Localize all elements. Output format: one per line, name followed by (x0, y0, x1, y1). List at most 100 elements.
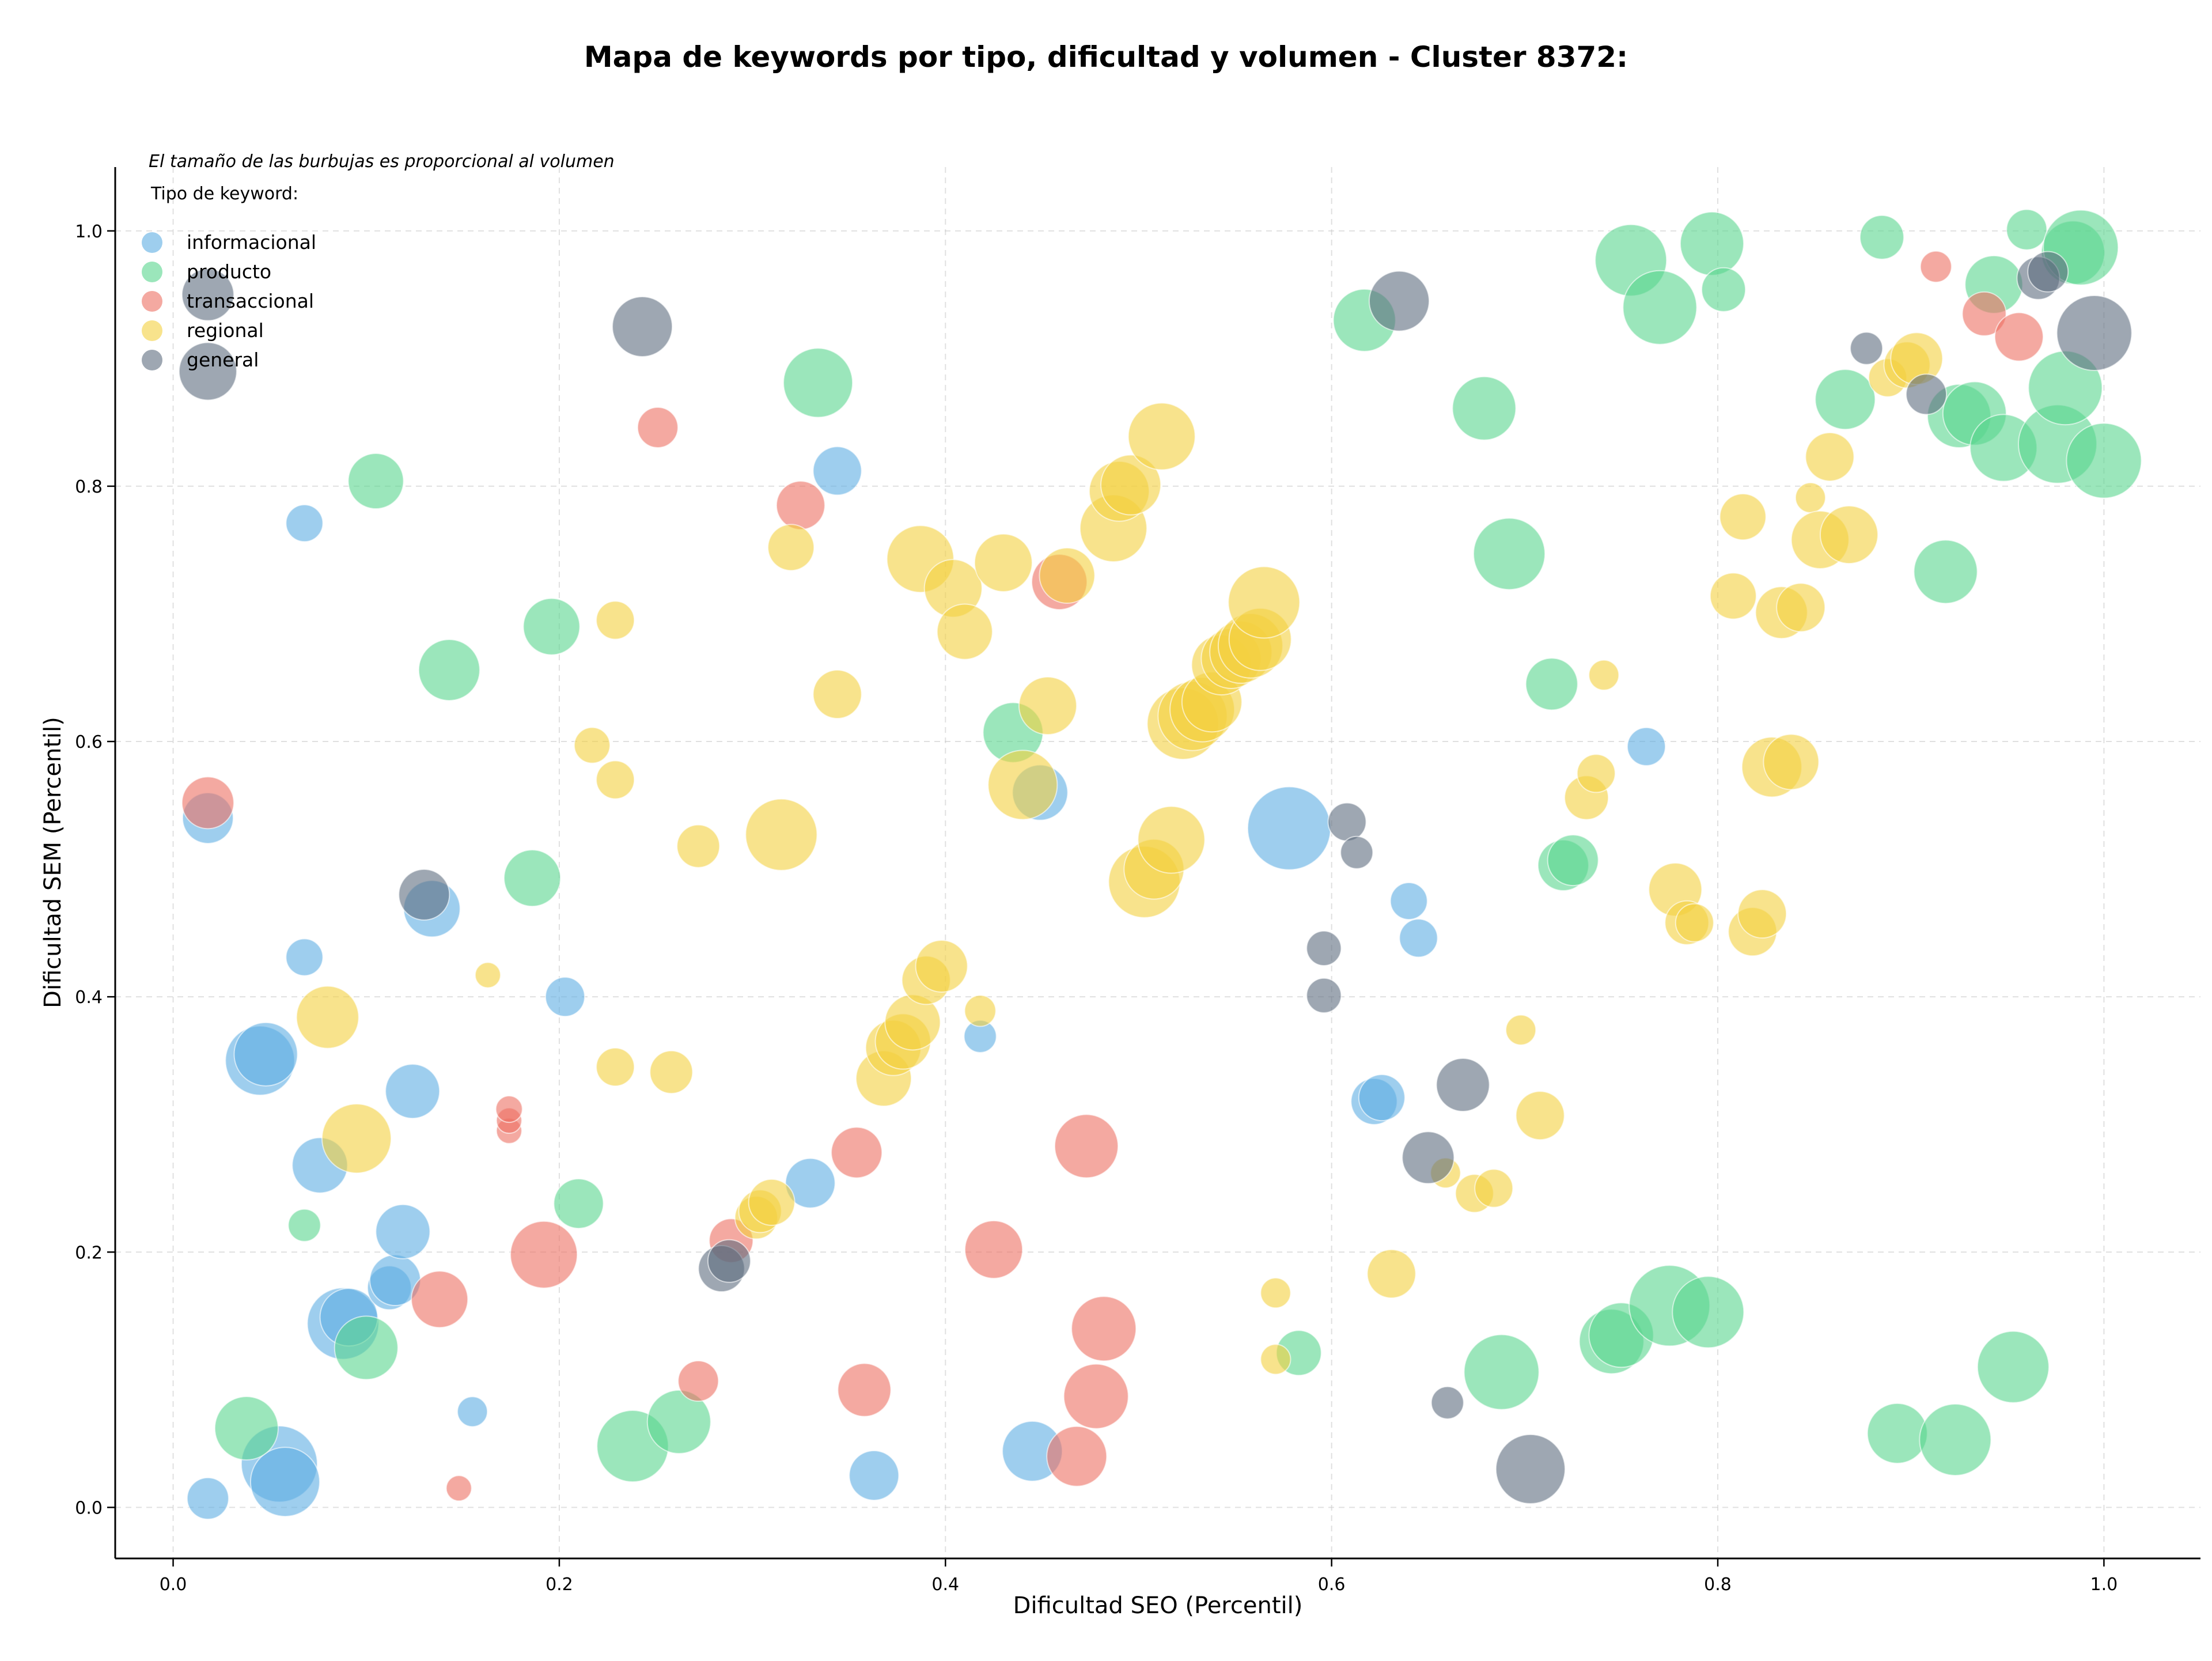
regional-bubble (1737, 889, 1787, 939)
regional-bubble (649, 1050, 694, 1094)
regional-bubble (1474, 1168, 1514, 1208)
legend-label-informacional: informacional (187, 231, 316, 253)
general-bubble (178, 342, 237, 401)
regional-bubble (1039, 547, 1096, 604)
regional-bubble (1137, 805, 1206, 874)
regional-bubble (596, 1047, 635, 1087)
producto-bubble (2066, 422, 2142, 499)
transaccional-bubble (445, 1475, 472, 1502)
transaccional-bubble (1063, 1363, 1129, 1429)
regional-bubble (296, 985, 359, 1049)
general-bubble (1430, 1386, 1464, 1420)
legend-label-transaccional: transaccional (187, 290, 314, 312)
transaccional-bubble (1994, 312, 2044, 362)
y-tick-label: 0.2 (75, 1243, 103, 1263)
general-bubble (398, 868, 450, 921)
x-tick-label: 0.2 (546, 1575, 573, 1595)
regional-bubble (1709, 572, 1757, 620)
producto-bubble (1913, 539, 1978, 604)
regional-bubble (1228, 566, 1301, 639)
transaccional-bubble (181, 776, 234, 830)
legend-title: Tipo de keyword: (150, 184, 298, 204)
regional-bubble (1018, 676, 1077, 735)
informacional-bubble (285, 504, 324, 543)
informacional-bubble (785, 1157, 836, 1209)
regional-bubble (1260, 1277, 1291, 1309)
axis-ticks: 0.0 0.2 0.4 0.6 0.8 1.0 0.0 0.2 0.4 0.6 0.8 1.0 (75, 222, 2118, 1595)
producto-bubble (418, 638, 480, 701)
transaccional-bubble (964, 1220, 1024, 1279)
regional-bubble (1675, 903, 1714, 943)
producto-bubble (1622, 270, 1698, 345)
general-bubble (1306, 977, 1342, 1013)
regional-bubble (1794, 482, 1826, 513)
informacional-bubble (1399, 918, 1438, 958)
regional-bubble (1819, 505, 1878, 565)
producto-bubble (1866, 1402, 1928, 1464)
y-axis-label: Dificultad SEM (Percentil) (40, 717, 66, 1008)
transaccional-bubble (1046, 1425, 1108, 1487)
producto-bubble (287, 1208, 321, 1242)
series-producto (214, 209, 2142, 1483)
regional-bubble (936, 603, 993, 660)
regional-bubble (987, 750, 1058, 820)
regional-bubble (974, 533, 1033, 592)
producto-bubble (1452, 376, 1517, 441)
transaccional-bubble (837, 1363, 892, 1417)
transaccional-bubble (1071, 1296, 1137, 1362)
general-bubble (2027, 251, 2069, 293)
legend-marker-transaccional (142, 291, 162, 312)
y-tick-label: 0.0 (75, 1498, 103, 1518)
regional-bubble (474, 962, 501, 989)
legend-marker-general (142, 350, 162, 370)
regional-bubble (748, 1178, 796, 1226)
regional-bubble (915, 939, 968, 993)
producto-bubble (1679, 211, 1744, 276)
producto-bubble (1525, 657, 1578, 711)
chart-title: Mapa de keywords por tipo, dificultad y … (584, 40, 1628, 74)
regional-bubble (1588, 659, 1620, 691)
producto-bubble (1919, 1403, 1992, 1476)
grid-lines (115, 167, 2200, 1558)
x-axis-label: Dificultad SEO (Percentil) (1013, 1592, 1303, 1619)
axes (114, 167, 2200, 1560)
regional-bubble (1505, 1014, 1537, 1046)
regional-bubble (1763, 733, 1820, 790)
general-bubble (2056, 295, 2133, 372)
producto-bubble (1976, 1330, 2050, 1403)
transaccional-bubble (677, 1360, 719, 1402)
regional-bubble (1260, 1344, 1291, 1375)
x-tick-label: 0.0 (160, 1575, 187, 1595)
producto-bubble (1701, 267, 1747, 312)
regional-bubble (1805, 432, 1855, 482)
transaccional-bubble (1961, 291, 2007, 336)
informacional-bubble (849, 1450, 900, 1501)
regional-bubble (745, 798, 818, 871)
producto-bubble (1473, 517, 1546, 591)
series-regional (296, 332, 1944, 1375)
legend-label-general: general (187, 349, 259, 371)
general-bubble (707, 1239, 751, 1283)
y-tick-label: 1.0 (75, 222, 103, 242)
general-bubble (1495, 1433, 1566, 1504)
general-bubble (1906, 373, 1948, 415)
general-bubble (1402, 1131, 1455, 1185)
legend-marker-producto (142, 262, 162, 282)
regional-bubble (573, 727, 611, 764)
legend: Tipo de keyword: informacional producto tr… (142, 184, 316, 371)
legend-label-producto: producto (187, 260, 271, 283)
informacional-bubble (1389, 881, 1428, 920)
x-tick-label: 0.4 (931, 1575, 959, 1595)
y-tick-label: 0.6 (75, 732, 103, 752)
regional-bubble (964, 994, 997, 1027)
legend-label-regional: regional (187, 319, 264, 342)
regional-bubble (767, 524, 815, 572)
regional-bubble (596, 760, 635, 800)
producto-bubble (553, 1178, 604, 1229)
regional-bubble (1515, 1091, 1565, 1141)
general-bubble (181, 268, 234, 321)
producto-bubble (1547, 834, 1599, 887)
informacional-bubble (544, 977, 585, 1017)
x-tick-label: 1.0 (2090, 1575, 2118, 1595)
